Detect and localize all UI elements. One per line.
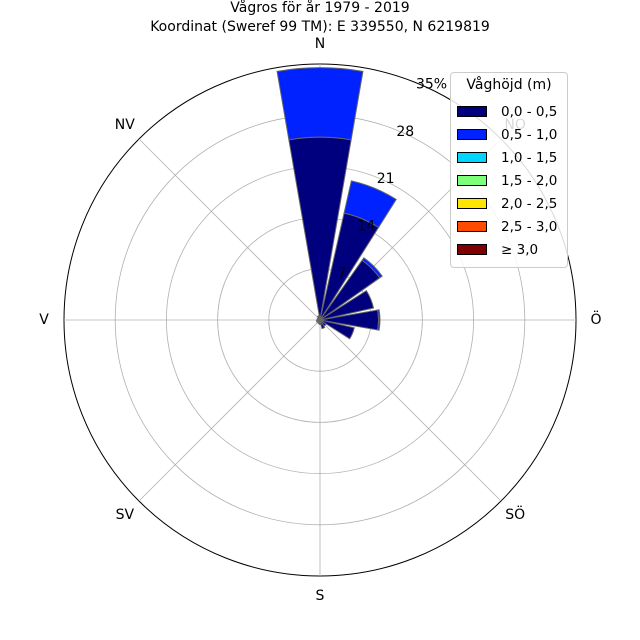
radial-tick-label: 28 bbox=[396, 124, 414, 140]
direction-label: S bbox=[316, 588, 325, 604]
wedge-157.5-bin-0 bbox=[319, 319, 326, 330]
radial-tick-label: 35% bbox=[416, 76, 447, 92]
legend-swatch bbox=[457, 221, 487, 232]
wedge-67.5-bin-0 bbox=[319, 289, 375, 321]
legend-label: 1,5 - 2,0 bbox=[501, 173, 558, 189]
radial-tick-label: 14 bbox=[357, 218, 375, 234]
legend-label: 1,0 - 1,5 bbox=[501, 150, 558, 166]
legend-swatch bbox=[457, 152, 487, 163]
direction-label: Ö bbox=[590, 310, 601, 328]
direction-label: N bbox=[315, 36, 325, 52]
legend-label: ≥ 3,0 bbox=[501, 242, 539, 258]
wedge-0-bin-1 bbox=[276, 67, 364, 141]
legend-label: 0,5 - 1,0 bbox=[501, 127, 558, 143]
legend-swatch bbox=[457, 244, 487, 255]
legend-label: 2,0 - 2,5 bbox=[501, 196, 558, 212]
radial-tick-label: 7 bbox=[338, 266, 347, 282]
chart-title: Vågros för år 1979 - 2019 bbox=[230, 0, 410, 16]
legend-title: Våghöjd (m) bbox=[466, 77, 552, 93]
legend: Våghöjd (m) 0,0 - 0,5 0,5 - 1,0 1,0 - 1,… bbox=[450, 72, 568, 268]
legend-swatch bbox=[457, 129, 487, 140]
wedge-22.5-bin-1 bbox=[343, 180, 397, 228]
direction-label: SÖ bbox=[505, 505, 525, 523]
wedge-90-bin-1 bbox=[377, 309, 381, 331]
wedge-112.5-bin-0 bbox=[319, 319, 355, 340]
direction-label: NV bbox=[115, 117, 135, 133]
chart-subtitle: Koordinat (Sweref 99 TM): E 339550, N 62… bbox=[150, 19, 490, 35]
legend-swatch bbox=[457, 175, 487, 186]
direction-label: SV bbox=[116, 507, 135, 523]
legend-swatch bbox=[457, 106, 487, 117]
radial-tick-label: 21 bbox=[377, 171, 395, 187]
legend-label: 2,5 - 3,0 bbox=[501, 219, 558, 235]
direction-label: V bbox=[39, 312, 49, 328]
wedge-45-bin-1 bbox=[361, 257, 383, 279]
legend-swatch bbox=[457, 198, 487, 209]
legend-label: 0,0 - 0,5 bbox=[501, 104, 558, 120]
wedge-337.5-bin-0 bbox=[316, 315, 321, 321]
